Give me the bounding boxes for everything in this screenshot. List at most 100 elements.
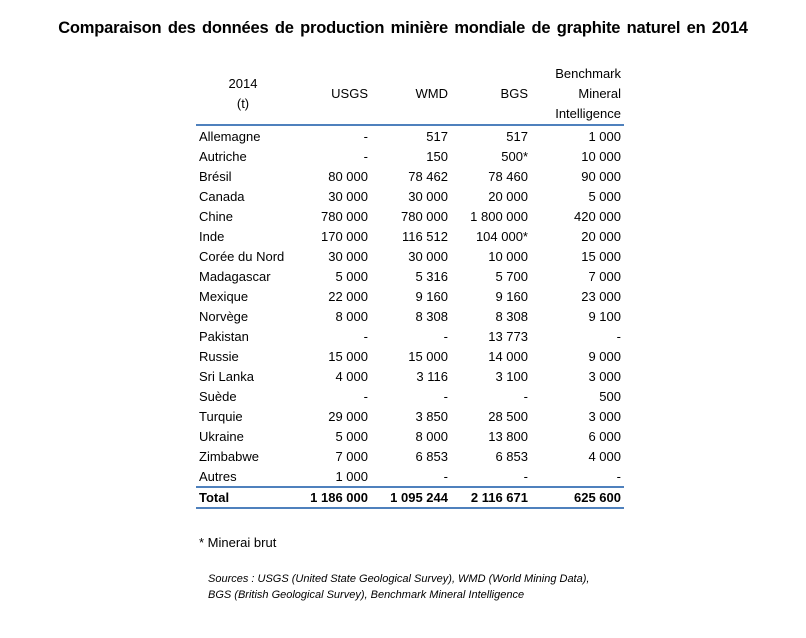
- value-cell: 28 500: [488, 408, 528, 424]
- value-cell: 517: [506, 128, 528, 144]
- country-cell: Autres: [199, 468, 237, 484]
- value-cell: 3 000: [588, 408, 621, 424]
- value-cell: -: [363, 128, 368, 144]
- table-row: Chine 780 000 780 000 1 800 000 420 000: [196, 206, 624, 226]
- table-row: Inde 170 000 116 512 104 000* 20 000: [196, 226, 624, 246]
- table-row: Canada 30 000 30 000 20 000 5 000: [196, 186, 624, 206]
- bm-line-1: Benchmark: [555, 66, 621, 81]
- value-cell: 5 000: [588, 188, 621, 204]
- table-row: Suède - - - 500: [196, 386, 624, 406]
- value-cell: 78 462: [408, 168, 448, 184]
- value-cell: 3 116: [416, 368, 448, 384]
- table-row: Autres 1 000 - - -: [196, 466, 624, 487]
- value-cell: 780 000: [321, 208, 368, 224]
- value-cell: 170 000: [321, 228, 368, 244]
- table-row: Autriche - 150 500* 10 000: [196, 146, 624, 166]
- value-cell: 90 000: [581, 168, 621, 184]
- value-cell: 500: [599, 388, 621, 404]
- country-cell: Total: [196, 486, 290, 509]
- value-cell: 80 000: [328, 168, 368, 184]
- value-cell: 23 000: [581, 288, 621, 304]
- table-row: Brésil 80 000 78 462 78 460 90 000: [196, 166, 624, 186]
- value-cell: 150: [426, 148, 448, 164]
- table-row: Turquie 29 000 3 850 28 500 3 000: [196, 406, 624, 426]
- country-cell: Norvège: [199, 308, 249, 324]
- value-cell: 4 000: [588, 448, 621, 464]
- value-cell: 5 000: [335, 268, 368, 284]
- value-cell: 10 000: [488, 248, 528, 264]
- country-cell: Zimbabwe: [199, 448, 259, 464]
- value-cell: 1 000: [335, 468, 368, 484]
- table-header: 2014 (t) USGS WMD BGS Benchmark Mineral Int…: [196, 64, 624, 126]
- country-cell: Ukraine: [199, 428, 244, 444]
- value-cell: 30 000: [328, 248, 368, 264]
- header-usgs: USGS: [290, 64, 371, 126]
- value-cell: 22 000: [328, 288, 368, 304]
- value-cell: -: [616, 468, 621, 484]
- footnote: * Minerai brut: [199, 535, 277, 550]
- country-cell: Inde: [199, 228, 225, 244]
- value-cell: 10 000: [581, 148, 621, 164]
- country-cell: Russie: [199, 348, 239, 364]
- value-cell: 29 000: [328, 408, 368, 424]
- total-row: Total 1 186 000 1 095 244 2 116 671 625 600: [196, 486, 624, 509]
- value-cell: 8 000: [335, 308, 368, 324]
- table-row: Zimbabwe 7 000 6 853 6 853 4 000: [196, 446, 624, 466]
- value-cell: 2 116 671: [451, 486, 531, 509]
- value-cell: 5 700: [495, 268, 528, 284]
- value-cell: 30 000: [408, 248, 448, 264]
- value-cell: -: [363, 388, 368, 404]
- country-cell: Corée du Nord: [199, 248, 285, 264]
- value-cell: 6 000: [588, 428, 621, 444]
- value-cell: 9 000: [588, 348, 621, 364]
- table-row: Madagascar 5 000 5 316 5 700 7 000: [196, 266, 624, 286]
- value-cell: 3 850: [415, 408, 448, 424]
- page-title: Comparaison des données de production mi…: [58, 19, 748, 37]
- table-row: Corée du Nord 30 000 30 000 10 000 15 000: [196, 246, 624, 266]
- value-cell: 780 000: [401, 208, 448, 224]
- value-cell: 500*: [501, 148, 528, 164]
- value-cell: -: [443, 328, 448, 344]
- value-cell: 5 316: [415, 268, 448, 284]
- country-cell: Sri Lanka: [199, 368, 254, 384]
- value-cell: 8 308: [495, 308, 528, 324]
- value-cell: -: [523, 468, 528, 484]
- value-cell: 78 460: [488, 168, 528, 184]
- header-wmd: WMD: [371, 64, 451, 126]
- value-cell: 20 000: [488, 188, 528, 204]
- unit-label: (t): [236, 96, 250, 111]
- country-cell: Chine: [199, 208, 233, 224]
- value-cell: 30 000: [328, 188, 368, 204]
- value-cell: 15 000: [581, 248, 621, 264]
- value-cell: 104 000*: [475, 228, 528, 244]
- value-cell: 1 000: [588, 128, 621, 144]
- country-cell: Canada: [199, 188, 245, 204]
- table-row: Russie 15 000 15 000 14 000 9 000: [196, 346, 624, 366]
- value-cell: 30 000: [408, 188, 448, 204]
- value-cell: 116 512: [401, 228, 448, 244]
- bm-line-2: Mineral: [578, 86, 621, 101]
- value-cell: 13 773: [488, 328, 528, 344]
- value-cell: 4 000: [335, 368, 368, 384]
- value-cell: 517: [426, 128, 448, 144]
- bm-line-3: Intelligence: [555, 106, 621, 121]
- country-cell: Pakistan: [199, 328, 249, 344]
- table-row: Ukraine 5 000 8 000 13 800 6 000: [196, 426, 624, 446]
- value-cell: 7 000: [588, 268, 621, 284]
- value-cell: 9 100: [588, 308, 621, 324]
- value-cell: -: [363, 328, 368, 344]
- country-cell: Autriche: [199, 148, 247, 164]
- value-cell: 6 853: [495, 448, 528, 464]
- value-cell: -: [363, 148, 368, 164]
- header-benchmark: Benchmark Mineral Intelligence: [531, 64, 624, 126]
- value-cell: 15 000: [328, 348, 368, 364]
- value-cell: 15 000: [408, 348, 448, 364]
- table-row: Pakistan - - 13 773 -: [196, 326, 624, 346]
- value-cell: 8 000: [415, 428, 448, 444]
- value-cell: 5 000: [335, 428, 368, 444]
- value-cell: 6 853: [415, 448, 448, 464]
- value-cell: -: [443, 388, 448, 404]
- country-cell: Turquie: [199, 408, 243, 424]
- value-cell: 420 000: [574, 208, 621, 224]
- table-row: Norvège 8 000 8 308 8 308 9 100: [196, 306, 624, 326]
